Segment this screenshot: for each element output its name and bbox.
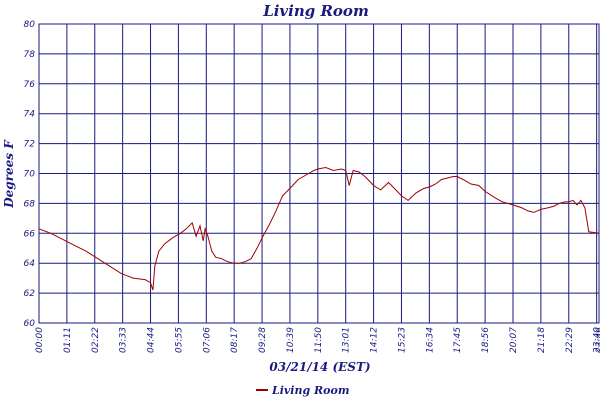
y-tick-label: 72 xyxy=(24,140,36,150)
x-tick-label: 14:12 xyxy=(370,327,380,353)
x-tick-label: 22:29 xyxy=(565,327,575,353)
x-tick-label: 11:50 xyxy=(314,327,324,353)
x-tick-label: 17:45 xyxy=(453,327,463,353)
x-tick-label: 16:34 xyxy=(425,327,435,353)
x-tick-label: 07:06 xyxy=(202,327,212,353)
x-tick-label: 20:07 xyxy=(509,327,519,353)
x-tick-label: 13:01 xyxy=(342,327,352,353)
y-tick-label: 76 xyxy=(24,80,36,90)
y-tick-label: 78 xyxy=(24,50,36,60)
y-tick-label: 60 xyxy=(24,319,36,329)
y-axis-label: Degrees F xyxy=(2,139,16,209)
x-tick-label: 01:11 xyxy=(63,327,73,353)
y-tick-label: 62 xyxy=(24,289,36,299)
y-tick-label: 64 xyxy=(24,259,36,269)
y-tick-label: 74 xyxy=(24,110,36,120)
x-tick-label: 02:22 xyxy=(91,327,101,353)
plot-frame xyxy=(38,23,600,324)
legend-label: Living Room xyxy=(271,384,349,397)
series-line-living-room xyxy=(38,166,600,291)
x-tick-label: 15:23 xyxy=(397,327,407,353)
legend: Living Room xyxy=(256,384,349,397)
x-tick-label: 18:56 xyxy=(481,327,491,353)
y-tick-label: 80 xyxy=(24,20,36,30)
chart-title: Living Room xyxy=(262,2,369,20)
x-tick-label: 09:28 xyxy=(258,327,268,353)
x-tick-label: 10:39 xyxy=(286,327,296,353)
x-tick-label: 04:44 xyxy=(147,327,157,353)
x-tick-label: 05:55 xyxy=(174,327,184,353)
x-tick-label: 03:33 xyxy=(119,327,129,353)
x-tick-label: 23:40 xyxy=(593,327,600,353)
x-tick-label: 23:46 xyxy=(595,327,600,353)
y-tick-label: 68 xyxy=(24,199,36,209)
x-tick-label: 08:17 xyxy=(230,327,240,353)
x-axis-ticks: 00:00 01:11 02:22 03:33 04:44 05:55 07:06 08:17… xyxy=(35,327,600,353)
y-tick-label: 66 xyxy=(24,229,36,239)
y-axis-ticks: 60 62 64 66 68 70 72 74 76 78 80 xyxy=(24,20,36,329)
x-axis-label: 03/21/14 (EST) xyxy=(269,360,370,374)
y-tick-label: 70 xyxy=(24,170,36,180)
x-tick-label: 00:00 xyxy=(35,327,45,353)
x-tick-label: 21:18 xyxy=(537,327,547,353)
